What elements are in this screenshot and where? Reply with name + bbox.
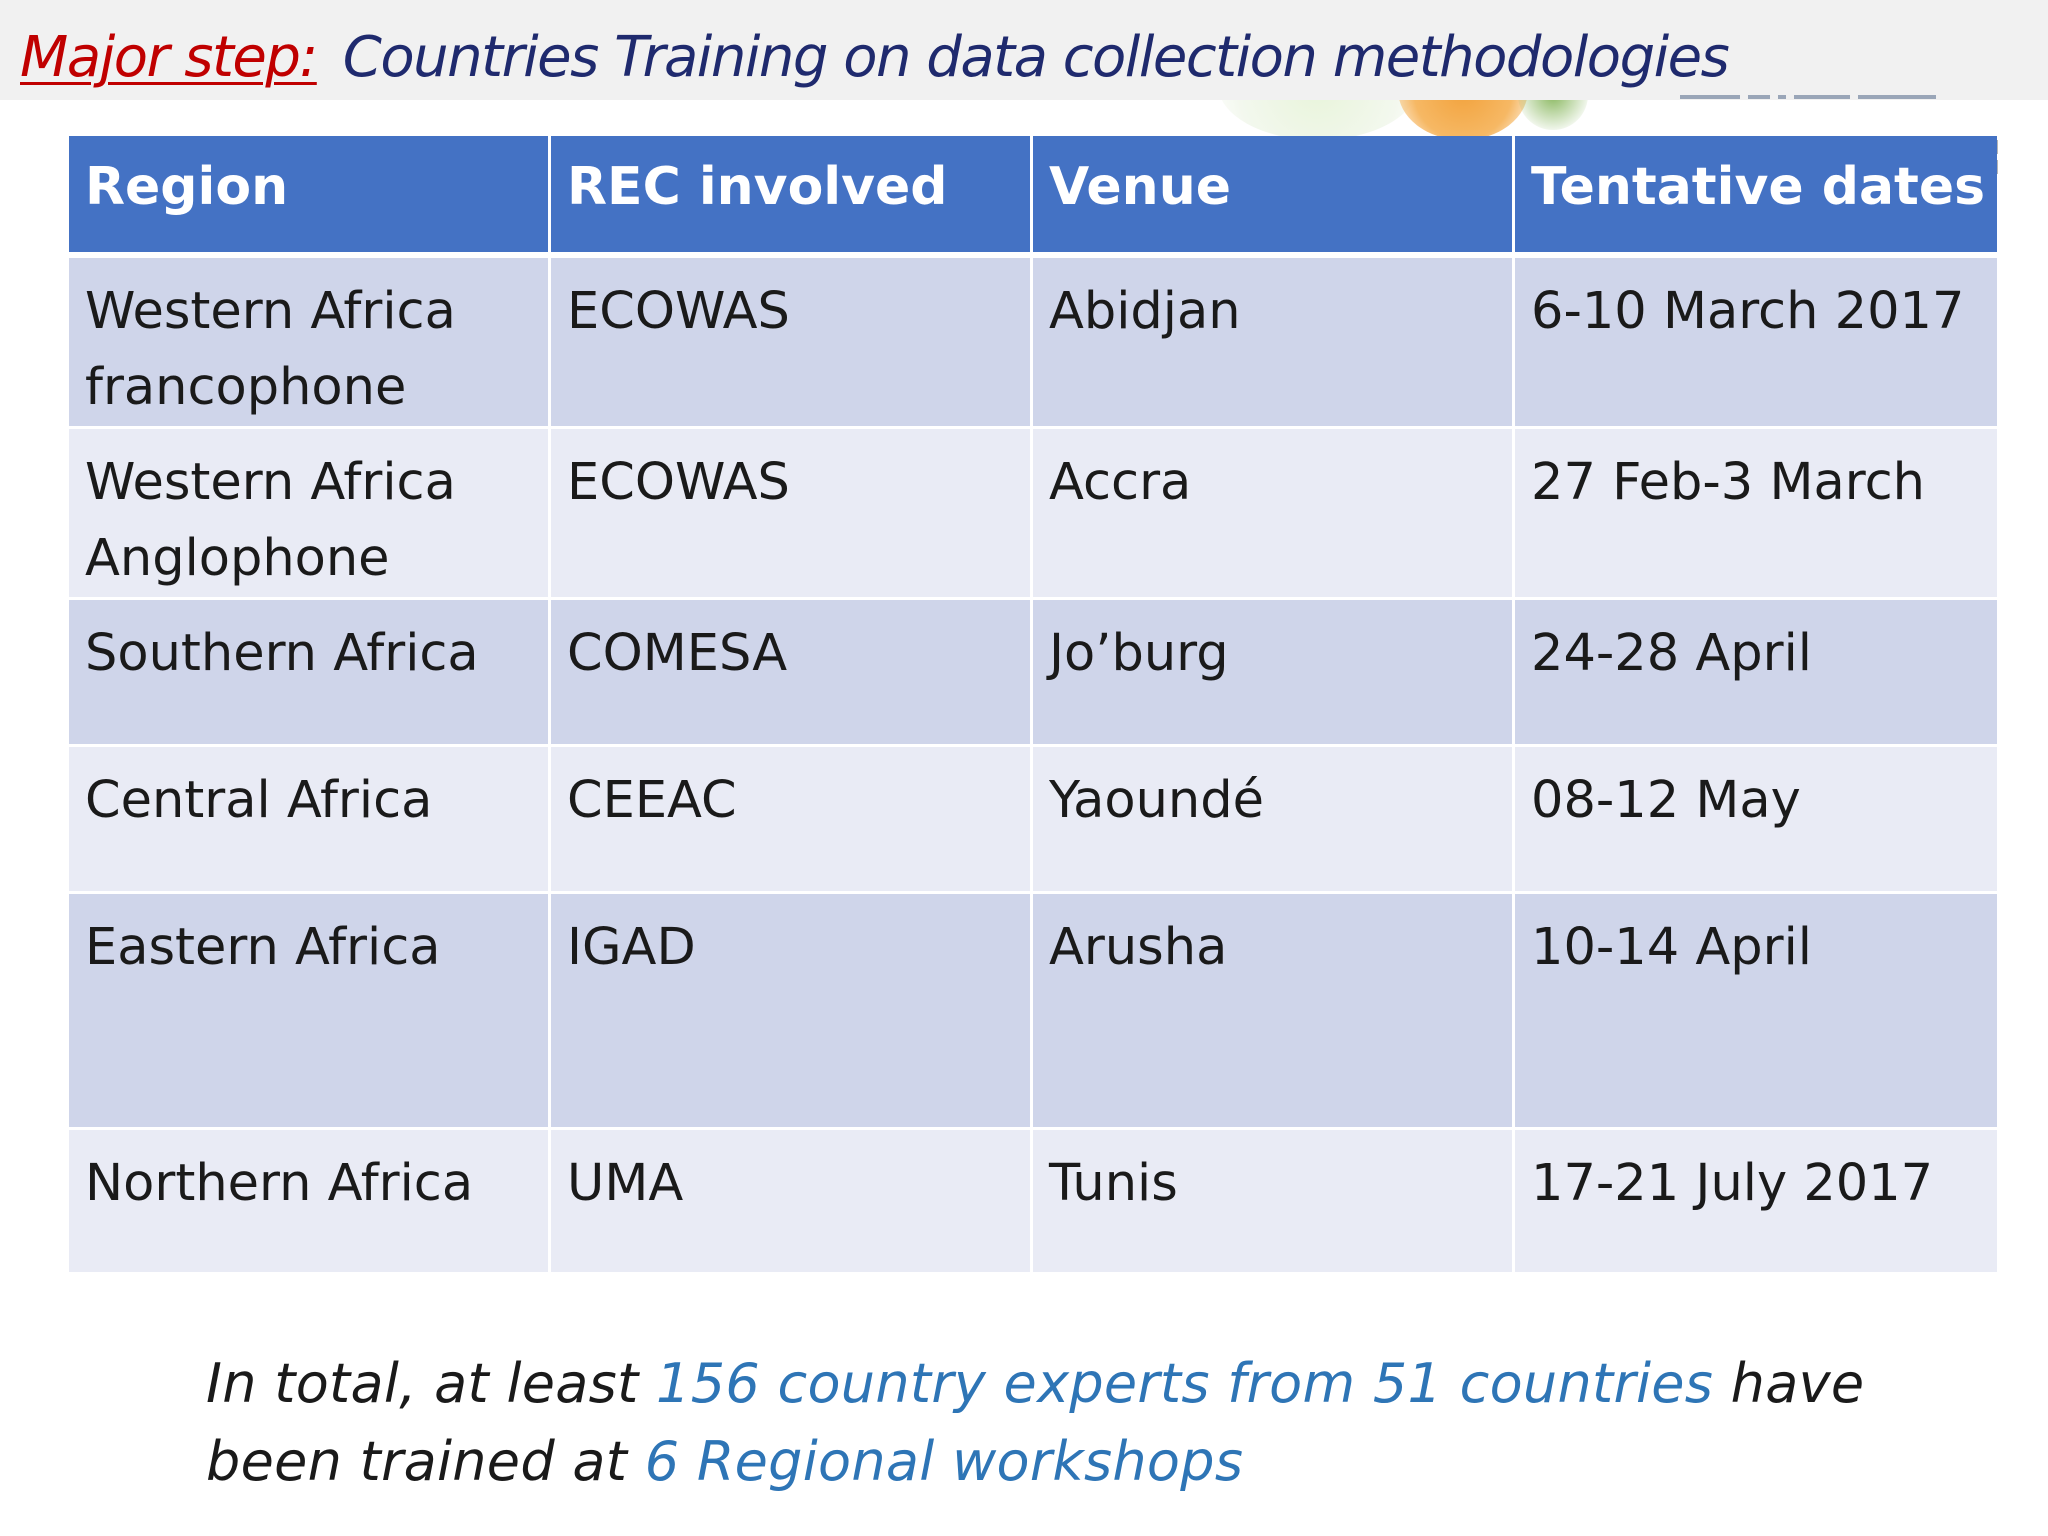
- summary-highlight: 6 Regional workshops: [644, 1430, 1244, 1493]
- region-line: Western Africa: [85, 282, 456, 341]
- rec-cell: CEEAC: [551, 747, 1033, 894]
- venue-cell: Abidjan: [1033, 258, 1515, 429]
- dates-cell: 17-21 July 2017: [1515, 1130, 1997, 1275]
- region-line: francophone: [85, 358, 407, 417]
- artwork-shape: [1518, 100, 1588, 130]
- table-row: Southern Africa COMESA Jo’burg 24-28 Apr…: [69, 600, 1997, 747]
- rec-cell: UMA: [551, 1130, 1033, 1275]
- venue-cell: Jo’burg: [1033, 600, 1515, 747]
- title-lead: Major step:: [20, 25, 318, 90]
- region-cell: Western Africa francophone: [69, 258, 551, 429]
- dates-cell: 10-14 April: [1515, 894, 1997, 1130]
- edge-marks: [1996, 140, 2010, 220]
- venue-cell: Tunis: [1033, 1130, 1515, 1275]
- rec-cell: IGAD: [551, 894, 1033, 1130]
- region-cell: Western Africa Anglophone: [69, 429, 551, 600]
- training-schedule-table: Region REC involved Venue Tentative date…: [69, 136, 1997, 1275]
- slide-title: Major step: Countries Training on data co…: [20, 18, 1730, 98]
- region-cell: Central Africa: [69, 747, 551, 894]
- column-header-venue: Venue: [1033, 136, 1515, 258]
- table-row: Central Africa CEEAC Yaoundé 08-12 May: [69, 747, 1997, 894]
- rec-cell: ECOWAS: [551, 429, 1033, 600]
- summary-text: In total, at least 156 country experts f…: [206, 1345, 1966, 1501]
- venue-cell: Yaoundé: [1033, 747, 1515, 894]
- summary-text-part: have been trained at: [206, 1352, 1865, 1493]
- column-header-rec: REC involved: [551, 136, 1033, 258]
- region-line: Anglophone: [85, 529, 390, 588]
- background-artwork: [1218, 100, 1698, 140]
- dates-cell: 27 Feb-3 March: [1515, 429, 1997, 600]
- region-line: Western Africa: [85, 453, 456, 512]
- title-bar: [0, 0, 2048, 100]
- table-row: Western Africa francophone ECOWAS Abidjan…: [69, 258, 1997, 429]
- dates-cell: 6-10 March 2017: [1515, 258, 1997, 429]
- table-row: Western Africa Anglophone ECOWAS Accra 27…: [69, 429, 1997, 600]
- rec-cell: COMESA: [551, 600, 1033, 747]
- column-header-dates: Tentative dates: [1515, 136, 1997, 258]
- dates-cell: 24-28 April: [1515, 600, 1997, 747]
- table-row: Northern Africa UMA Tunis 17-21 July 201…: [69, 1130, 1997, 1275]
- title-subject: Countries Training on data collection me…: [342, 25, 1730, 90]
- venue-cell: Accra: [1033, 429, 1515, 600]
- background-artwork-text: [1680, 86, 2010, 102]
- summary-highlight: 156 country experts from 51 countries: [656, 1352, 1714, 1415]
- dates-cell: 08-12 May: [1515, 747, 1997, 894]
- venue-cell: Arusha: [1033, 894, 1515, 1130]
- table-header-row: Region REC involved Venue Tentative date…: [69, 136, 1997, 258]
- artwork-shape: [1218, 100, 1418, 140]
- summary-text-part: In total, at least: [206, 1352, 657, 1415]
- artwork-shape: [1398, 100, 1528, 140]
- region-cell: Eastern Africa: [69, 894, 551, 1130]
- column-header-region: Region: [69, 136, 551, 258]
- region-cell: Southern Africa: [69, 600, 551, 747]
- region-cell: Northern Africa: [69, 1130, 551, 1275]
- rec-cell: ECOWAS: [551, 258, 1033, 429]
- table-row: Eastern Africa IGAD Arusha 10-14 April: [69, 894, 1997, 1130]
